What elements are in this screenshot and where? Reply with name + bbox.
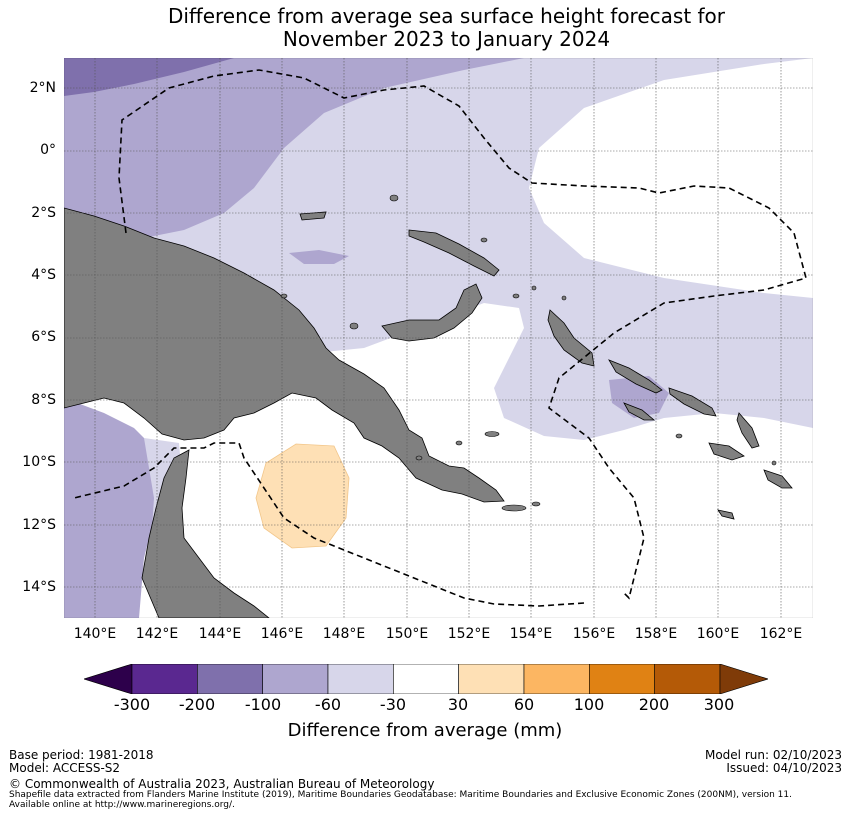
cape-york-landmass [141,449,270,618]
copyright-text: © Commonwealth of Australia 2023, Austra… [9,777,435,791]
manus-island [299,211,327,221]
map-title-line1: Difference from average sea surface heig… [167,4,726,28]
colorbar-tick: 60 [513,695,535,714]
colorbar-tick: -100 [244,695,282,714]
colorbar-tick: -300 [113,695,151,714]
colorbar-swatch [458,664,525,694]
colorbar-over-arrow [719,664,768,694]
new-britain-island [381,283,483,342]
source-citation-line1: Shapefile data extracted from Flanders M… [9,790,792,800]
solomon-island-guadalcanal [708,442,745,461]
colorbar [84,664,768,694]
issued-text: Issued: 04/10/2023 [726,761,842,775]
small-islets [280,194,777,512]
colorbar-swatch [131,664,198,694]
lon-label: 158°E [634,626,678,642]
new-ireland-island [408,229,500,277]
solomon-island-rennell [717,509,735,520]
lon-label: 150°E [385,626,429,642]
colorbar-swatches [131,664,721,694]
colorbar-under-arrow [84,664,133,694]
lon-label: 140°E [73,626,117,642]
lat-label: 0° [40,142,56,158]
eez-boundary-line [73,69,807,607]
solomon-island-new-georgia [623,402,656,421]
lon-label: 152°E [447,626,491,642]
lat-label: 8°S [31,392,56,408]
colorbar-swatch [262,664,329,694]
colorbar-tick: 300 [703,695,735,714]
colorbar-swatch [654,664,721,694]
anomaly-band-dark-purple [64,58,234,96]
lat-label: 12°S [22,517,56,533]
solomon-island-choiseul [608,359,663,394]
lat-label: 2°S [31,205,56,221]
lat-label: 10°S [22,454,56,470]
model-text: Model: ACCESS-S2 [9,761,121,775]
lat-label: 6°S [31,329,56,345]
lon-label: 154°E [509,626,553,642]
colorbar-swatch [523,664,590,694]
colorbar-tick: -30 [379,695,407,714]
lon-label: 148°E [322,626,366,642]
colorbar-tick: 200 [638,695,670,714]
colorbar-tick: -200 [178,695,216,714]
colorbar-swatch [197,664,263,694]
colorbar-tick: 30 [447,695,469,714]
base-period-text: Base period: 1981-2018 [9,748,154,762]
lat-label: 4°S [31,267,56,283]
lat-label: 2°N [29,80,56,96]
colorbar-tick: -60 [314,695,342,714]
new-guinea-landmass [64,207,505,503]
lon-label: 156°E [572,626,616,642]
source-citation-line2: Available online at http://www.marinereg… [9,800,235,810]
solomon-island-santa-isabel [668,387,717,417]
solomon-island-makira [763,469,793,489]
lon-label: 160°E [696,626,740,642]
map-title-line2: November 2023 to January 2024 [282,27,611,51]
anomaly-band-medium-lavender-south [64,398,159,618]
lon-label: 142°E [135,626,179,642]
colorbar-label: Difference from average (mm) [287,720,563,741]
colorbar-swatch [589,664,655,694]
colorbar-tick: 100 [573,695,605,714]
lon-label: 144°E [198,626,242,642]
colorbar-swatch [393,664,459,694]
anomaly-band-medium-lavender [64,58,524,248]
anomaly-patch-medium-lavender-1 [289,250,349,264]
lon-label: 146°E [260,626,304,642]
lat-label: 14°S [22,579,56,595]
solomon-island-malaita [736,412,760,449]
colorbar-swatch [327,664,394,694]
lon-label: 162°E [759,626,803,642]
map-gridlines [64,58,813,618]
model-run-text: Model run: 02/10/2023 [704,748,842,762]
sea-surface-height-map [64,58,813,618]
